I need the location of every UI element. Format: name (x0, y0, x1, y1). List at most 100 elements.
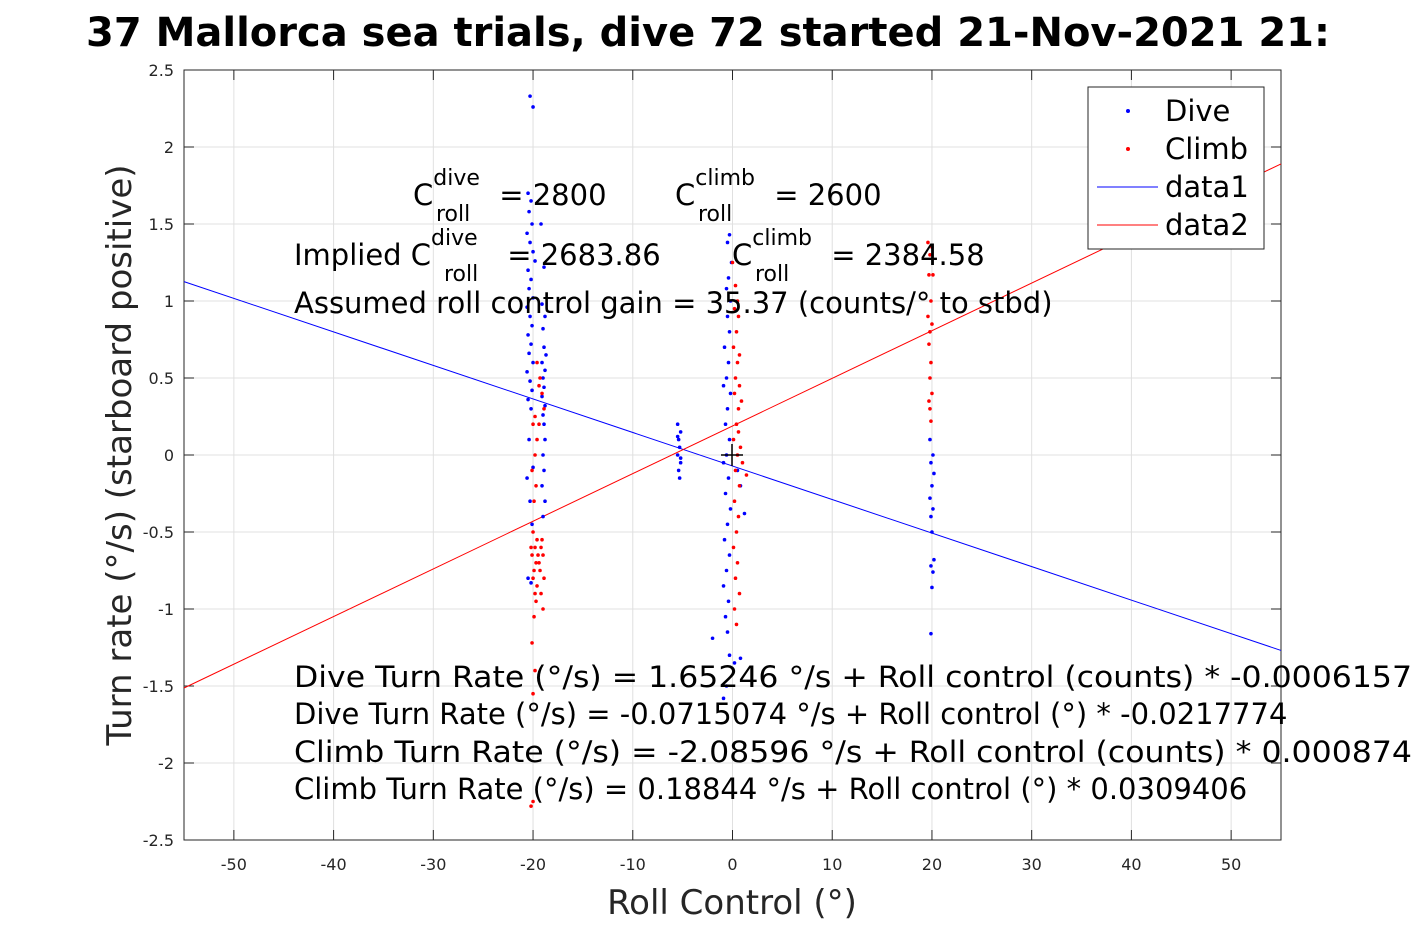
point-dive (529, 581, 533, 585)
point-climb (931, 273, 935, 277)
point-climb (930, 391, 934, 396)
point-dive (544, 353, 548, 357)
point-climb (739, 399, 744, 403)
point-climb (538, 376, 542, 380)
point-dive (675, 422, 680, 427)
point-climb (927, 342, 931, 346)
x-tick-label: 30 (1022, 855, 1042, 874)
point-dive (930, 530, 934, 534)
point-dive (526, 191, 530, 195)
point-dive (543, 403, 547, 408)
point-climb (740, 460, 745, 465)
legend-dive: Dive (1165, 94, 1230, 128)
point-climb (732, 306, 737, 311)
point-climb (537, 561, 541, 565)
point-climb (929, 299, 933, 303)
point-climb (531, 530, 535, 534)
point-dive (928, 496, 932, 500)
point-climb (531, 691, 535, 696)
point-climb (928, 407, 932, 411)
point-climb (535, 437, 539, 442)
y-axis-label: Turn rate (°/s) (starboard positive) (100, 164, 140, 746)
point-climb (731, 545, 736, 550)
point-climb (530, 641, 534, 645)
point-dive (526, 268, 530, 273)
point-dive (540, 302, 544, 306)
point-climb (732, 391, 737, 396)
annotation-c-climb: Cclimb roll = 2600 (675, 166, 882, 227)
point-climb (927, 273, 931, 277)
point-climb (735, 561, 740, 565)
point-climb (732, 607, 737, 611)
point-dive (727, 553, 732, 557)
point-climb (536, 553, 540, 557)
point-climb (534, 599, 538, 604)
point-dive (525, 305, 529, 309)
x-tick-label: 20 (922, 855, 942, 874)
point-dive (710, 636, 715, 641)
point-climb (733, 376, 738, 380)
y-tick-label: 1 (164, 292, 174, 311)
point-dive (722, 537, 727, 542)
point-dive (723, 614, 728, 619)
point-climb (529, 804, 533, 808)
point-dive (541, 376, 545, 380)
annotations: Cdive roll = 2800 Cclimb roll = 2600 Impli… (294, 166, 1412, 806)
point-climb (730, 260, 735, 265)
point-climb (532, 568, 536, 573)
y-tick-label: -2 (158, 754, 174, 773)
point-dive (543, 499, 547, 504)
point-climb (734, 330, 739, 334)
point-dive (726, 599, 731, 604)
point-dive (525, 370, 529, 374)
point-climb (541, 607, 545, 611)
point-climb (734, 422, 739, 427)
point-dive (529, 407, 533, 411)
x-tick-label: 10 (822, 855, 842, 874)
point-dive (540, 484, 544, 488)
point-dive (721, 696, 726, 701)
point-dive (742, 511, 747, 516)
equation-dive-degrees: Dive Turn Rate (°/s) = -0.0715074 °/s + … (294, 697, 1287, 731)
y-tick-label: 2 (164, 138, 174, 157)
point-climb (532, 614, 536, 619)
point-dive (726, 360, 731, 365)
point-climb (734, 622, 739, 627)
annotation-c-dive: Cdive roll = 2800 (413, 166, 607, 227)
point-dive (932, 557, 936, 562)
point-dive (526, 397, 530, 402)
point-climb (540, 537, 544, 542)
point-dive (530, 222, 534, 226)
point-climb (539, 545, 543, 550)
point-climb (926, 314, 930, 319)
point-dive (542, 345, 546, 350)
point-dive (723, 491, 728, 496)
point-dive (539, 222, 543, 226)
point-climb (533, 668, 537, 673)
chart-title: 37 Mallorca sea trials, dive 72 started … (86, 10, 1330, 56)
point-dive (727, 653, 732, 657)
point-climb (737, 383, 742, 388)
legend-dive-marker (1126, 109, 1130, 113)
x-tick-label: -30 (420, 855, 446, 874)
point-dive (929, 631, 933, 636)
point-climb (541, 553, 545, 557)
point-dive (728, 507, 733, 511)
point-dive (527, 286, 531, 291)
point-dive (525, 476, 529, 480)
point-climb (928, 376, 932, 380)
point-dive (723, 422, 728, 427)
point-dive (722, 345, 727, 350)
point-dive (527, 209, 531, 214)
point-climb (737, 591, 742, 596)
point-climb (538, 568, 542, 573)
point-dive (929, 514, 933, 519)
point-climb (731, 345, 736, 350)
point-dive (931, 507, 935, 511)
point-climb (532, 499, 536, 504)
point-dive (676, 468, 681, 473)
x-tick-label: -10 (620, 855, 646, 874)
point-climb (533, 545, 537, 550)
point-dive (931, 570, 935, 574)
